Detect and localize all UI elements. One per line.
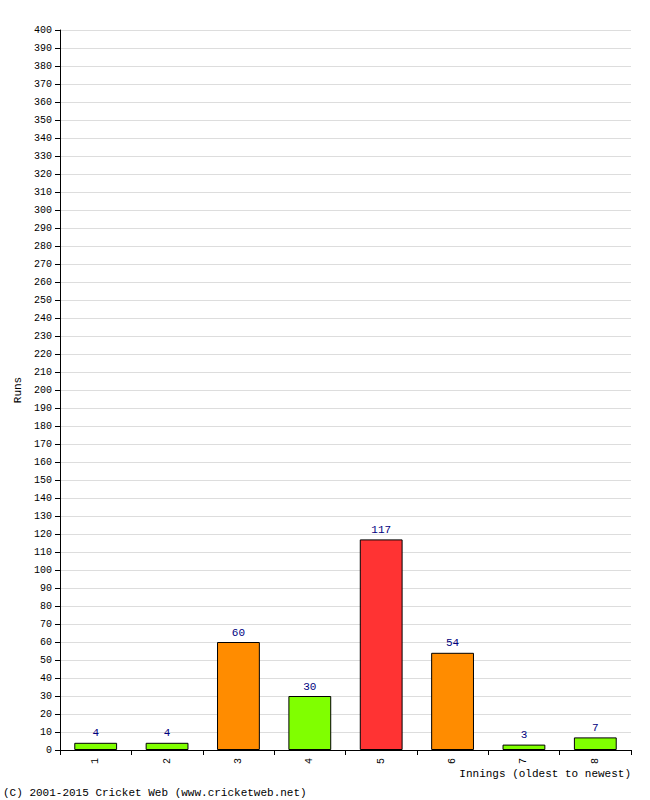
svg-text:270: 270 xyxy=(34,259,52,270)
svg-text:3: 3 xyxy=(521,729,528,741)
svg-text:8: 8 xyxy=(590,758,601,764)
svg-text:380: 380 xyxy=(34,61,52,72)
svg-text:290: 290 xyxy=(34,223,52,234)
svg-text:130: 130 xyxy=(34,511,52,522)
svg-text:360: 360 xyxy=(34,97,52,108)
svg-text:50: 50 xyxy=(40,655,52,666)
svg-text:170: 170 xyxy=(34,439,52,450)
svg-text:Runs: Runs xyxy=(12,377,24,403)
svg-text:7: 7 xyxy=(592,722,599,734)
svg-text:30: 30 xyxy=(40,691,52,702)
svg-text:340: 340 xyxy=(34,133,52,144)
svg-text:4: 4 xyxy=(304,758,315,764)
svg-text:250: 250 xyxy=(34,295,52,306)
svg-text:117: 117 xyxy=(371,524,391,536)
svg-text:120: 120 xyxy=(34,529,52,540)
svg-text:30: 30 xyxy=(303,681,316,693)
svg-text:6: 6 xyxy=(447,758,458,764)
svg-text:60: 60 xyxy=(232,627,245,639)
svg-text:160: 160 xyxy=(34,457,52,468)
svg-text:300: 300 xyxy=(34,205,52,216)
svg-text:190: 190 xyxy=(34,403,52,414)
svg-text:140: 140 xyxy=(34,493,52,504)
svg-text:4: 4 xyxy=(164,727,171,739)
svg-text:110: 110 xyxy=(34,547,52,558)
svg-text:350: 350 xyxy=(34,115,52,126)
svg-text:40: 40 xyxy=(40,673,52,684)
svg-text:2: 2 xyxy=(162,758,173,764)
svg-text:5: 5 xyxy=(376,758,387,764)
svg-text:20: 20 xyxy=(40,709,52,720)
svg-text:(C) 2001-2015 Cricket Web (www: (C) 2001-2015 Cricket Web (www.cricketwe… xyxy=(3,787,307,799)
svg-text:180: 180 xyxy=(34,421,52,432)
svg-text:10: 10 xyxy=(40,727,52,738)
svg-text:Innings (oldest to newest): Innings (oldest to newest) xyxy=(459,768,631,780)
svg-text:220: 220 xyxy=(34,349,52,360)
svg-text:100: 100 xyxy=(34,565,52,576)
svg-text:390: 390 xyxy=(34,43,52,54)
svg-text:210: 210 xyxy=(34,367,52,378)
svg-text:3: 3 xyxy=(233,758,244,764)
svg-text:54: 54 xyxy=(446,637,460,649)
svg-text:4: 4 xyxy=(92,727,99,739)
svg-text:90: 90 xyxy=(40,583,52,594)
svg-text:60: 60 xyxy=(40,637,52,648)
svg-text:330: 330 xyxy=(34,151,52,162)
svg-text:230: 230 xyxy=(34,331,52,342)
svg-text:260: 260 xyxy=(34,277,52,288)
svg-text:240: 240 xyxy=(34,313,52,324)
svg-text:370: 370 xyxy=(34,79,52,90)
svg-text:310: 310 xyxy=(34,187,52,198)
svg-text:320: 320 xyxy=(34,169,52,180)
svg-text:80: 80 xyxy=(40,601,52,612)
svg-text:200: 200 xyxy=(34,385,52,396)
svg-text:150: 150 xyxy=(34,475,52,486)
svg-text:0: 0 xyxy=(46,745,52,756)
svg-text:1: 1 xyxy=(90,758,101,764)
svg-text:400: 400 xyxy=(34,25,52,36)
svg-text:70: 70 xyxy=(40,619,52,630)
svg-text:280: 280 xyxy=(34,241,52,252)
svg-text:7: 7 xyxy=(518,758,529,764)
